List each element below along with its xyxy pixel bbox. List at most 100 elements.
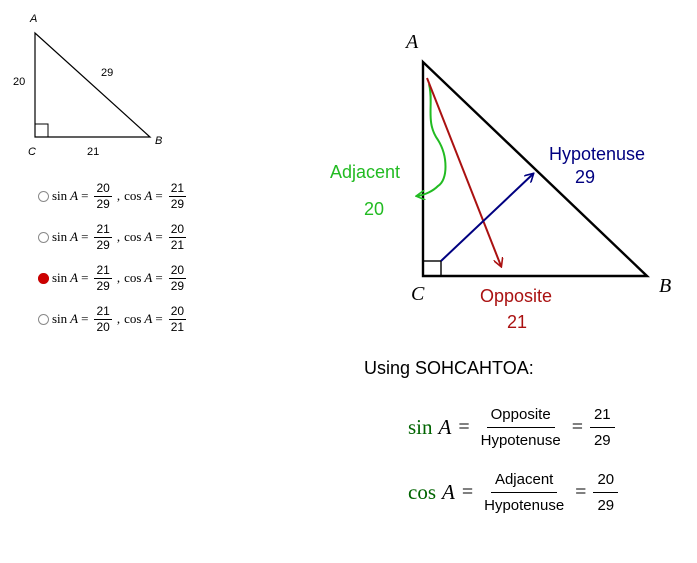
option-cos-numerator: 20 (168, 221, 187, 238)
cos-formula-function: cos (408, 479, 436, 504)
option-equals: = (81, 229, 89, 244)
option-sin-label: sin (52, 188, 68, 203)
small-right-angle-mark (34, 123, 49, 138)
big-vertex-a: A (406, 31, 419, 53)
sin-formula-numerator: Opposite (486, 404, 555, 428)
sin-formula-ratio: Opposite Hypotenuse (477, 404, 565, 451)
answer-option-radio[interactable] (38, 190, 49, 202)
option-cos-denominator: 29 (170, 278, 185, 293)
option-cos-fraction: 20 21 (168, 303, 187, 335)
small-vertex-b: B (155, 135, 163, 147)
big-vertex-c: C (411, 283, 425, 305)
option-sin-fraction: 21 20 (94, 303, 112, 335)
option-sin-denominator: 20 (96, 319, 110, 334)
answer-option-4[interactable]: sin A = 21 20, cos A = 20 21 (38, 300, 189, 338)
cos-formula-numerator: Adjacent (490, 469, 558, 493)
small-side-cb-label: 21 (87, 146, 100, 158)
option-sin-denominator: 29 (96, 278, 110, 293)
small-vertex-c: C (28, 146, 36, 158)
option-cos-numerator: 20 (168, 262, 187, 279)
cos-formula-result-numerator: 20 (593, 469, 619, 493)
option-equals: = (155, 311, 163, 326)
option-equals: = (81, 311, 89, 326)
sin-formula-result: 21 29 (589, 404, 615, 451)
option-sin-numerator: 21 (94, 262, 112, 279)
option-sin-fraction: 20 29 (94, 180, 112, 212)
answer-option-1[interactable]: sin A = 20 29, cos A = 21 29 (38, 177, 189, 215)
option-separator: , (116, 229, 121, 244)
option-sin-label: sin (52, 229, 68, 244)
small-triangle (34, 31, 152, 138)
option-sin-variable: A (70, 270, 79, 285)
option-cos-denominator: 21 (170, 237, 185, 252)
option-sin-variable: A (70, 188, 79, 203)
option-cos-label: cos (124, 188, 142, 203)
option-cos-variable: A (144, 311, 153, 326)
option-equals: = (81, 188, 89, 203)
answer-option-radio[interactable] (38, 313, 49, 325)
sin-formula-variable: A (438, 414, 452, 439)
option-sin-variable: A (70, 311, 79, 326)
answer-option-radio[interactable] (38, 272, 49, 284)
opposite-label: Opposite (480, 286, 553, 306)
big-triangle (421, 59, 650, 278)
opposite-value: 21 (507, 312, 528, 332)
option-cos-fraction: 20 21 (168, 221, 187, 253)
option-equals: = (155, 270, 163, 285)
small-side-ac-label: 20 (13, 76, 26, 88)
small-side-ab-label: 29 (101, 67, 114, 79)
hypotenuse-value: 29 (575, 167, 596, 187)
option-cos-denominator: 29 (170, 196, 185, 211)
answer-option-3[interactable]: sin A = 21 29, cos A = 20 29 (38, 259, 189, 297)
answer-option-2[interactable]: sin A = 21 29, cos A = 20 21 (38, 218, 189, 256)
option-equals: = (155, 188, 163, 203)
hypotenuse-label: Hypotenuse (549, 144, 646, 164)
option-separator: , (116, 311, 121, 326)
cos-formula-denominator: Hypotenuse (484, 496, 565, 514)
adjacent-arrow (417, 83, 447, 196)
small-triangle-figure (34, 31, 152, 138)
option-separator: , (116, 270, 121, 285)
option-sin-denominator: 29 (96, 237, 110, 252)
option-sin-numerator: 21 (94, 303, 112, 320)
option-cos-label: cos (124, 229, 142, 244)
sin-formula-equals-1: = (458, 415, 470, 438)
option-cos-variable: A (144, 188, 153, 203)
option-sin-numerator: 20 (94, 180, 112, 197)
option-cos-denominator: 21 (170, 319, 185, 334)
option-cos-fraction: 20 29 (168, 262, 187, 294)
sin-formula-denominator: Hypotenuse (480, 431, 561, 449)
cos-formula-result-denominator: 29 (597, 496, 615, 514)
option-separator: , (116, 188, 121, 203)
small-vertex-a: A (30, 13, 38, 25)
big-vertex-b: B (659, 275, 672, 297)
option-cos-numerator: 21 (168, 180, 187, 197)
sin-formula-function: sin (408, 414, 433, 439)
cos-formula: cos A = Adjacent Hypotenuse = 20 29 (408, 467, 619, 517)
option-sin-label: sin (52, 270, 68, 285)
option-sin-fraction: 21 29 (94, 221, 112, 253)
sohcahtoa-heading: Using SOHCAHTOA: (364, 358, 534, 378)
option-cos-fraction: 21 29 (168, 180, 187, 212)
cos-formula-equals-2: = (575, 480, 587, 503)
option-cos-label: cos (124, 311, 142, 326)
option-cos-numerator: 20 (168, 303, 187, 320)
sin-formula-result-denominator: 29 (593, 431, 611, 449)
cos-formula-variable: A (442, 479, 455, 504)
option-sin-variable: A (70, 229, 79, 244)
option-sin-numerator: 21 (94, 221, 112, 238)
option-sin-fraction: 21 29 (94, 262, 112, 294)
option-equals: = (81, 270, 89, 285)
cos-formula-equals-1: = (461, 480, 474, 503)
sin-formula-equals-2: = (571, 415, 583, 438)
answer-option-radio[interactable] (38, 231, 49, 243)
cos-formula-ratio: Adjacent Hypotenuse (480, 469, 568, 516)
adjacent-value: 20 (364, 199, 385, 219)
sin-formula: sin A = Opposite Hypotenuse = 21 29 (408, 402, 615, 452)
hypotenuse-arrow (440, 174, 533, 262)
option-cos-variable: A (144, 229, 153, 244)
cos-formula-result: 20 29 (593, 469, 619, 516)
option-equals: = (155, 229, 163, 244)
option-cos-variable: A (144, 270, 153, 285)
